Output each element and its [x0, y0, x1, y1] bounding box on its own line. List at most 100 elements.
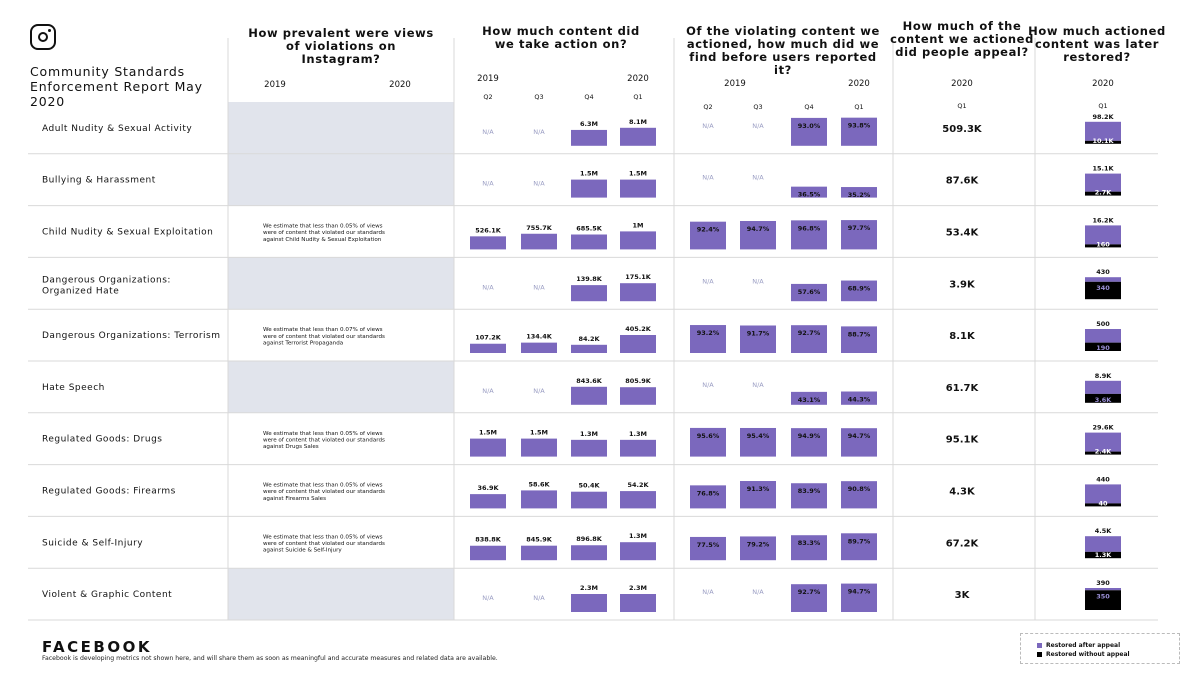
proactive-value-label: 95.4% — [747, 432, 770, 440]
proactive-value-label: 92.4% — [697, 226, 720, 234]
actioned-bar — [571, 344, 607, 353]
actioned-bar — [620, 542, 656, 561]
actioned-bar — [620, 231, 656, 250]
proactive-bar — [791, 428, 827, 457]
restored-without-appeal-bar — [1085, 244, 1121, 248]
header-prevalence: How prevalent were views of violations on… — [248, 26, 434, 66]
prevalence-estimate-text: were of content that violated our standa… — [263, 334, 385, 340]
report-title-line-1: Community Standards — [30, 64, 185, 79]
actioned-na-label: N/A — [533, 594, 545, 602]
proactive-bar — [740, 536, 776, 561]
restored-total-label: 8.9K — [1095, 372, 1113, 380]
appealed-value: 87.6K — [946, 176, 980, 187]
proactive-bar — [690, 536, 726, 561]
legend-label-without-appeal: Restored without appeal — [1046, 651, 1130, 658]
actioned-na-label: N/A — [482, 128, 494, 136]
prevalence-estimate-text: were of content that violated our standa… — [263, 541, 385, 547]
proactive-value-label: 89.7% — [848, 537, 871, 545]
proactive-value-label: 95.6% — [697, 432, 720, 440]
actioned-bar — [571, 386, 607, 405]
restored-after-appeal-bar — [1085, 173, 1121, 192]
proactive-value-label: 94.7% — [747, 225, 770, 233]
restored-without-label: 3.6K — [1095, 396, 1113, 404]
restored-total-label: 16.2K — [1092, 216, 1114, 224]
actioned-bar — [521, 233, 557, 250]
restored-total-label: 430 — [1096, 268, 1110, 276]
actioned-bar — [470, 545, 506, 561]
actioned-value-label: 8.1M — [629, 118, 647, 126]
actioned-quarter-label: Q1 — [633, 93, 642, 101]
proactive-value-label: 93.0% — [798, 122, 821, 130]
proactive-bar — [841, 117, 877, 146]
actioned-na-label: N/A — [482, 387, 494, 395]
proactive-value-label: 77.5% — [697, 541, 720, 549]
proactive-na-label: N/A — [702, 381, 714, 389]
restored-after-appeal-bar — [1085, 329, 1121, 343]
actioned-bar — [521, 342, 557, 353]
actioned-value-label: 54.2K — [627, 481, 649, 489]
proactive-bar — [841, 428, 877, 457]
proactive-value-label: 79.2% — [747, 540, 770, 548]
actioned-value-label: 2.3M — [580, 584, 598, 592]
category-label: Bullying & Harassment — [42, 176, 156, 186]
proactive-value-label: 90.8% — [848, 485, 871, 493]
restored-after-appeal-bar — [1085, 225, 1121, 245]
actioned-bar — [470, 494, 506, 509]
restored-total-label: 500 — [1096, 320, 1110, 328]
proactive-na-label: N/A — [702, 588, 714, 596]
restored-after-appeal-bar — [1085, 432, 1121, 452]
category-label: Dangerous Organizations: Terrorism — [42, 331, 221, 341]
proactive-bar — [791, 325, 827, 353]
appealed-value: 95.1K — [946, 435, 980, 446]
prevalence-estimate-text: against Drugs Sales — [263, 444, 319, 450]
proactive-bar — [690, 221, 726, 250]
category-label: Organized Hate — [42, 286, 119, 296]
proactive-value-label: 94.7% — [848, 432, 871, 440]
actioned-na-label: N/A — [533, 387, 545, 395]
actioned-value-label: 50.4K — [578, 482, 600, 490]
proactive-bar — [791, 391, 827, 405]
proactive-value-label: 93.8% — [848, 122, 871, 130]
actioned-bar — [620, 387, 656, 405]
category-label: Regulated Goods: Firearms — [42, 487, 176, 497]
actioned-value-label: 1.3M — [629, 430, 647, 438]
proactive-value-label: 36.5% — [798, 191, 821, 199]
restored-without-appeal-bar — [1085, 503, 1121, 507]
actioned-value-label: 58.6K — [528, 480, 550, 488]
proactive-bar — [791, 186, 827, 198]
restored-total-label: 29.6K — [1092, 424, 1114, 432]
actioned-value-label: 2.3M — [629, 584, 647, 592]
actioned-bar — [470, 438, 506, 457]
proactive-bar — [841, 583, 877, 612]
actioned-bar — [571, 491, 607, 509]
proactive-value-label: 91.3% — [747, 485, 770, 493]
prevalence-estimate-text: We estimate that less than 0.05% of view… — [263, 483, 383, 489]
actioned-bar — [571, 285, 607, 302]
proactive-na-label: N/A — [752, 588, 764, 596]
prevalence-estimate-text: against Firearms Sales — [263, 496, 326, 502]
prevalence-shaded-cell — [228, 361, 454, 413]
actioned-na-label: N/A — [533, 180, 545, 188]
actioned-bar — [620, 335, 656, 353]
proactive-bar — [690, 427, 726, 457]
restored-without-label: 40 — [1098, 499, 1108, 507]
appealed-value: 53.4K — [946, 228, 980, 239]
proactive-value-label: 83.3% — [798, 539, 821, 547]
prevalence-shaded-cell — [228, 153, 454, 206]
restored-year-2020: 2020 — [1092, 79, 1114, 89]
restored-without-label: 340 — [1096, 284, 1110, 292]
actioned-bar — [620, 179, 656, 198]
proactive-bar — [791, 220, 827, 250]
actioned-value-label: 36.9K — [477, 484, 499, 492]
actioned-value-label: 1.5M — [629, 170, 647, 178]
prevalence-year-2019: 2019 — [264, 80, 286, 90]
proactive-value-label: 88.7% — [848, 330, 871, 338]
prevalence-year-2020: 2020 — [389, 80, 411, 90]
proactive-na-label: N/A — [752, 122, 764, 130]
actioned-value-label: 843.6K — [576, 377, 603, 385]
proactive-value-label: 92.7% — [798, 588, 821, 596]
appealed-value: 3.9K — [949, 279, 976, 290]
restored-without-label: 160 — [1096, 240, 1110, 248]
